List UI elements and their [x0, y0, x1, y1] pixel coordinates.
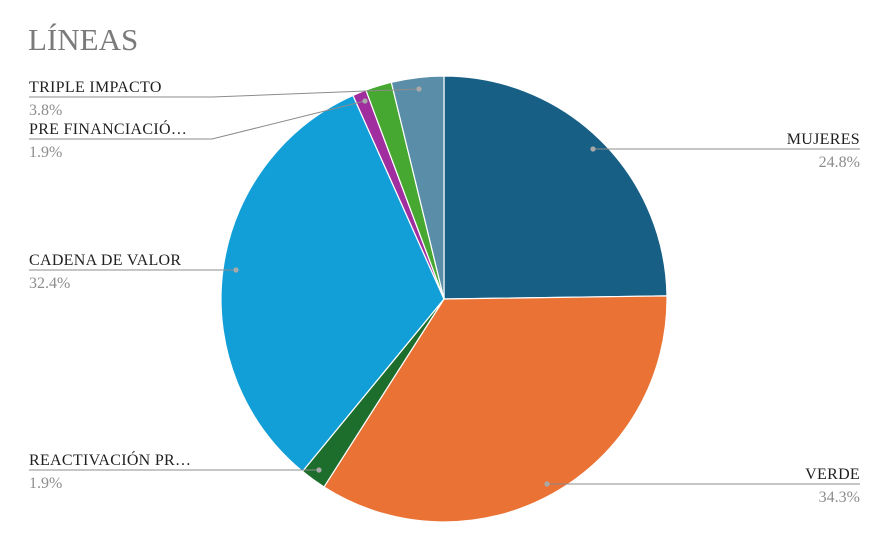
- slice-label-pre-financiació: PRE FINANCIACIÓ…: [29, 119, 187, 138]
- leader-lines: [29, 86, 860, 487]
- leader-dot-triple-impacto: [416, 86, 422, 92]
- leader-dot-verde: [544, 481, 550, 487]
- slice-label-mujeres: MUJERES: [787, 131, 860, 148]
- leader-line-triple-impacto: [29, 88, 420, 98]
- chart-title: LÍNEAS: [28, 22, 139, 57]
- pie-slice-triple-impacto: [390, 75, 445, 300]
- slice-label-cadena-de-valor: CADENA DE VALOR: [29, 252, 181, 269]
- slice-percent-triple-impacto: 3.8%: [29, 102, 62, 119]
- leader-line-pre-financiació: [29, 100, 366, 140]
- leader-dot-mujeres: [590, 146, 596, 152]
- pie-slice-mujeres: [443, 75, 668, 300]
- slice-percent-reactivación-pr: 1.9%: [29, 475, 62, 492]
- slice-labels: MUJERES 24.8% VERDE 34.3% REACTIVACIÓN PR… 1.…: [29, 79, 860, 506]
- slice-label-verde: VERDE: [805, 466, 860, 483]
- leader-dot-pre-financiació: [362, 98, 368, 104]
- leader-dot-cadena-de-valor: [233, 267, 239, 273]
- slice-percent-pre-financiació: 1.9%: [29, 144, 62, 161]
- slice-percent-mujeres: 24.8%: [819, 154, 860, 171]
- pie-slice-verde: [323, 295, 668, 523]
- pie-slice-cadena-de-valor: [220, 94, 445, 473]
- slice-percent-verde: 34.3%: [819, 489, 860, 506]
- slice-label-triple-impacto: TRIPLE IMPACTO: [29, 79, 162, 96]
- leader-dot-reactivación-pr: [316, 467, 322, 473]
- slice-percent-cadena-de-valor: 32.4%: [29, 275, 70, 292]
- slice-label-reactivación-pr: REACTIVACIÓN PR…: [29, 450, 191, 469]
- pie-slices: [220, 75, 668, 523]
